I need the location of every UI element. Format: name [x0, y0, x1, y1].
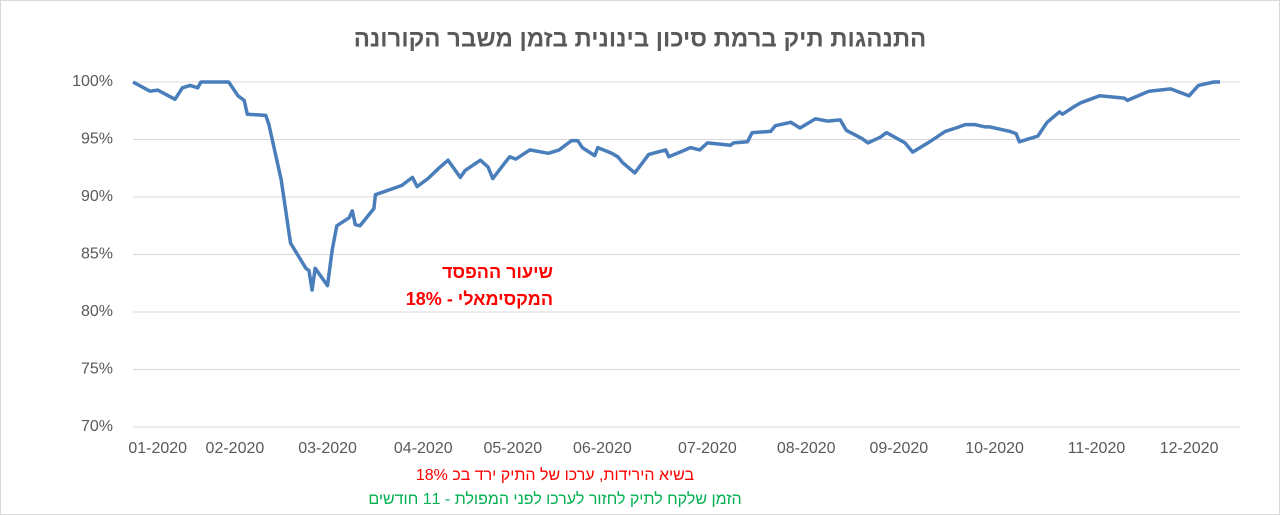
data-line [132, 80, 1220, 292]
y-tick-label: 100% [72, 73, 113, 90]
x-tick-label: 10-2020 [965, 440, 1024, 457]
y-tick-label: 90% [81, 188, 113, 205]
footnote: הזמן שלקח לתיק לחזור לערכו לפני המפולת -… [368, 490, 741, 508]
y-tick-label: 75% [81, 361, 113, 378]
y-tick-label: 95% [81, 131, 113, 148]
x-tick-label: 02-2020 [206, 440, 265, 457]
x-tick-label: 09-2020 [869, 440, 928, 457]
x-tick-label: 11-2020 [1068, 440, 1126, 457]
annotation: שיעור ההפסד [442, 262, 553, 282]
x-tick-label: 12-2020 [1160, 440, 1219, 457]
x-tick-label: 06-2020 [573, 440, 632, 457]
y-tick-label: 85% [81, 246, 113, 263]
y-tick-label: 80% [81, 303, 113, 320]
x-tick-label: 08-2020 [777, 440, 836, 457]
annotation: המקסימאלי - 18% [406, 289, 553, 309]
y-tick-label: 70% [81, 418, 113, 435]
x-tick-label: 07-2020 [678, 440, 737, 457]
x-tick-label: 04-2020 [394, 440, 453, 457]
footnote: בשיא הירידות, ערכו של התיק ירד בכ 18% [416, 466, 695, 484]
x-tick-label: 05-2020 [483, 440, 542, 457]
x-tick-label: 03-2020 [298, 440, 357, 457]
chart-title: התנהגות תיק ברמת סיכון בינונית בזמן משבר… [354, 25, 927, 52]
x-tick-label: 01-2020 [128, 440, 187, 457]
